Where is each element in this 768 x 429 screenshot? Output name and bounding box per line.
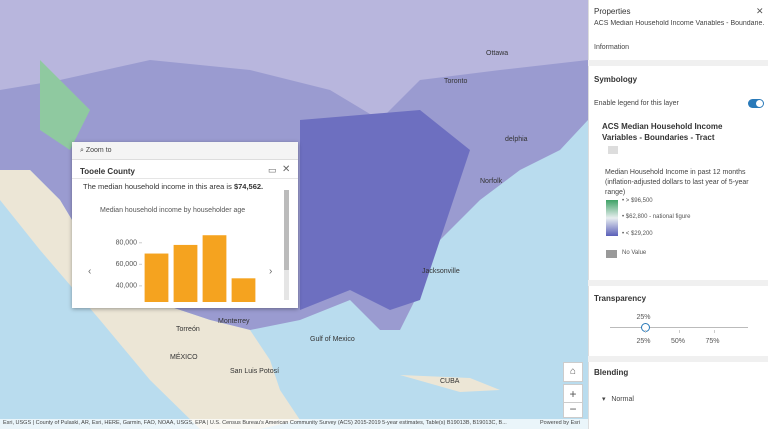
land-green [40, 60, 90, 150]
slider-tick [644, 330, 646, 333]
layer-name: ACS Median Household Income Variables - … [602, 122, 723, 142]
legend-label: $62,800 - national figure [625, 214, 691, 220]
y-tick-label: 40,000 [116, 283, 138, 290]
slider-value-label: 25% [636, 314, 651, 321]
slider-tick [713, 330, 715, 333]
bar [144, 253, 169, 302]
land-east [300, 110, 470, 310]
map-label: Monterrey [218, 318, 250, 325]
legend-label: < $29,200 [625, 231, 653, 237]
popup-amount: $74,562. [233, 182, 264, 191]
field-description: Median Household Income in past 12 month… [605, 169, 749, 196]
map-label: CUBA [440, 378, 460, 385]
attribution-bar [0, 419, 588, 429]
slider-tick-label: 50% [671, 338, 686, 345]
separator [588, 356, 768, 362]
symbology-heading: Symbology [594, 75, 638, 84]
legend-toggle[interactable] [748, 99, 764, 108]
panel-close[interactable]: ✕ [756, 6, 764, 16]
chart-title: Median household income by householder a… [100, 207, 245, 214]
powered-by: Powered by Esri [540, 420, 581, 426]
land-north [0, 0, 588, 120]
bar [173, 244, 198, 302]
blend-mode-value[interactable]: Normal [611, 396, 634, 403]
chart: Median household income by householder a… [100, 207, 256, 302]
home-button[interactable]: ⌂ [563, 362, 583, 382]
divider [72, 178, 298, 179]
panel-title: Properties [594, 7, 631, 16]
popup-title: Tooele County [80, 167, 135, 176]
map-label: San Luis Potosí [230, 368, 280, 375]
popup-intro: The median household income in this area… [83, 182, 232, 191]
map-label: Toronto [444, 78, 468, 85]
map-label: Norfolk [480, 178, 503, 185]
map-label: Jacksonville [422, 268, 460, 275]
zoom-in[interactable]: + [563, 384, 583, 404]
information-tab[interactable]: Information [594, 44, 630, 51]
zoom-to-text[interactable]: Zoom to [85, 147, 112, 154]
land-cuba [400, 375, 500, 392]
separator [588, 280, 768, 286]
enable-legend-label: Enable legend for this layer [594, 100, 679, 107]
legend-ramp [606, 200, 618, 236]
panel-subtitle: ACS Median Household Income Variables - … [594, 20, 764, 27]
legend-high: • > $96,500 [622, 198, 653, 204]
slider-tick-label: 25% [636, 338, 651, 345]
map-label: Gulf of Mexico [310, 336, 355, 343]
map-label: Torreón [176, 326, 200, 333]
map-label: delphia [505, 136, 528, 143]
dock-button[interactable]: ▭ [268, 165, 277, 175]
zoom-out[interactable]: − [563, 402, 583, 418]
no-value-swatch [606, 250, 617, 258]
y-tick-label: 80,000 [116, 240, 138, 247]
no-value-label: No Value [622, 250, 647, 256]
map-label: Ottawa [486, 50, 509, 57]
scroll-thumb[interactable] [284, 190, 289, 270]
slider-tick-label: 75% [705, 338, 720, 345]
legend-low: • < $29,200 [622, 231, 653, 237]
map-label: MÉXICO [170, 354, 198, 361]
separator [588, 60, 768, 66]
prev-arrow[interactable]: ‹ [88, 266, 92, 277]
slider-tick [679, 330, 680, 333]
blend-mode[interactable]: ▾ Normal [602, 396, 634, 403]
legend-label: > $96,500 [625, 198, 653, 204]
blending-heading: Blending [594, 368, 629, 377]
bar [202, 235, 227, 302]
popup-toolbar [72, 142, 298, 160]
bar [231, 278, 256, 302]
legend-mid: • $62,800 - national figure [622, 214, 691, 220]
transparency-heading: Transparency [594, 294, 647, 303]
transparency-slider[interactable]: 25% 25% 50% 75% [610, 310, 748, 350]
close-button[interactable]: ✕ [282, 164, 291, 175]
slider-track [610, 327, 748, 328]
next-arrow[interactable]: › [269, 266, 273, 277]
attribution: Esri, USGS | County of Pulaski, AR, Esri… [3, 420, 507, 426]
y-tick-label: 60,000 [116, 261, 138, 268]
layer-swatch [608, 146, 618, 154]
zoom-to[interactable]: ⌕ Zoom to [80, 147, 112, 154]
popup-text: The median household income in this area… [83, 182, 263, 191]
